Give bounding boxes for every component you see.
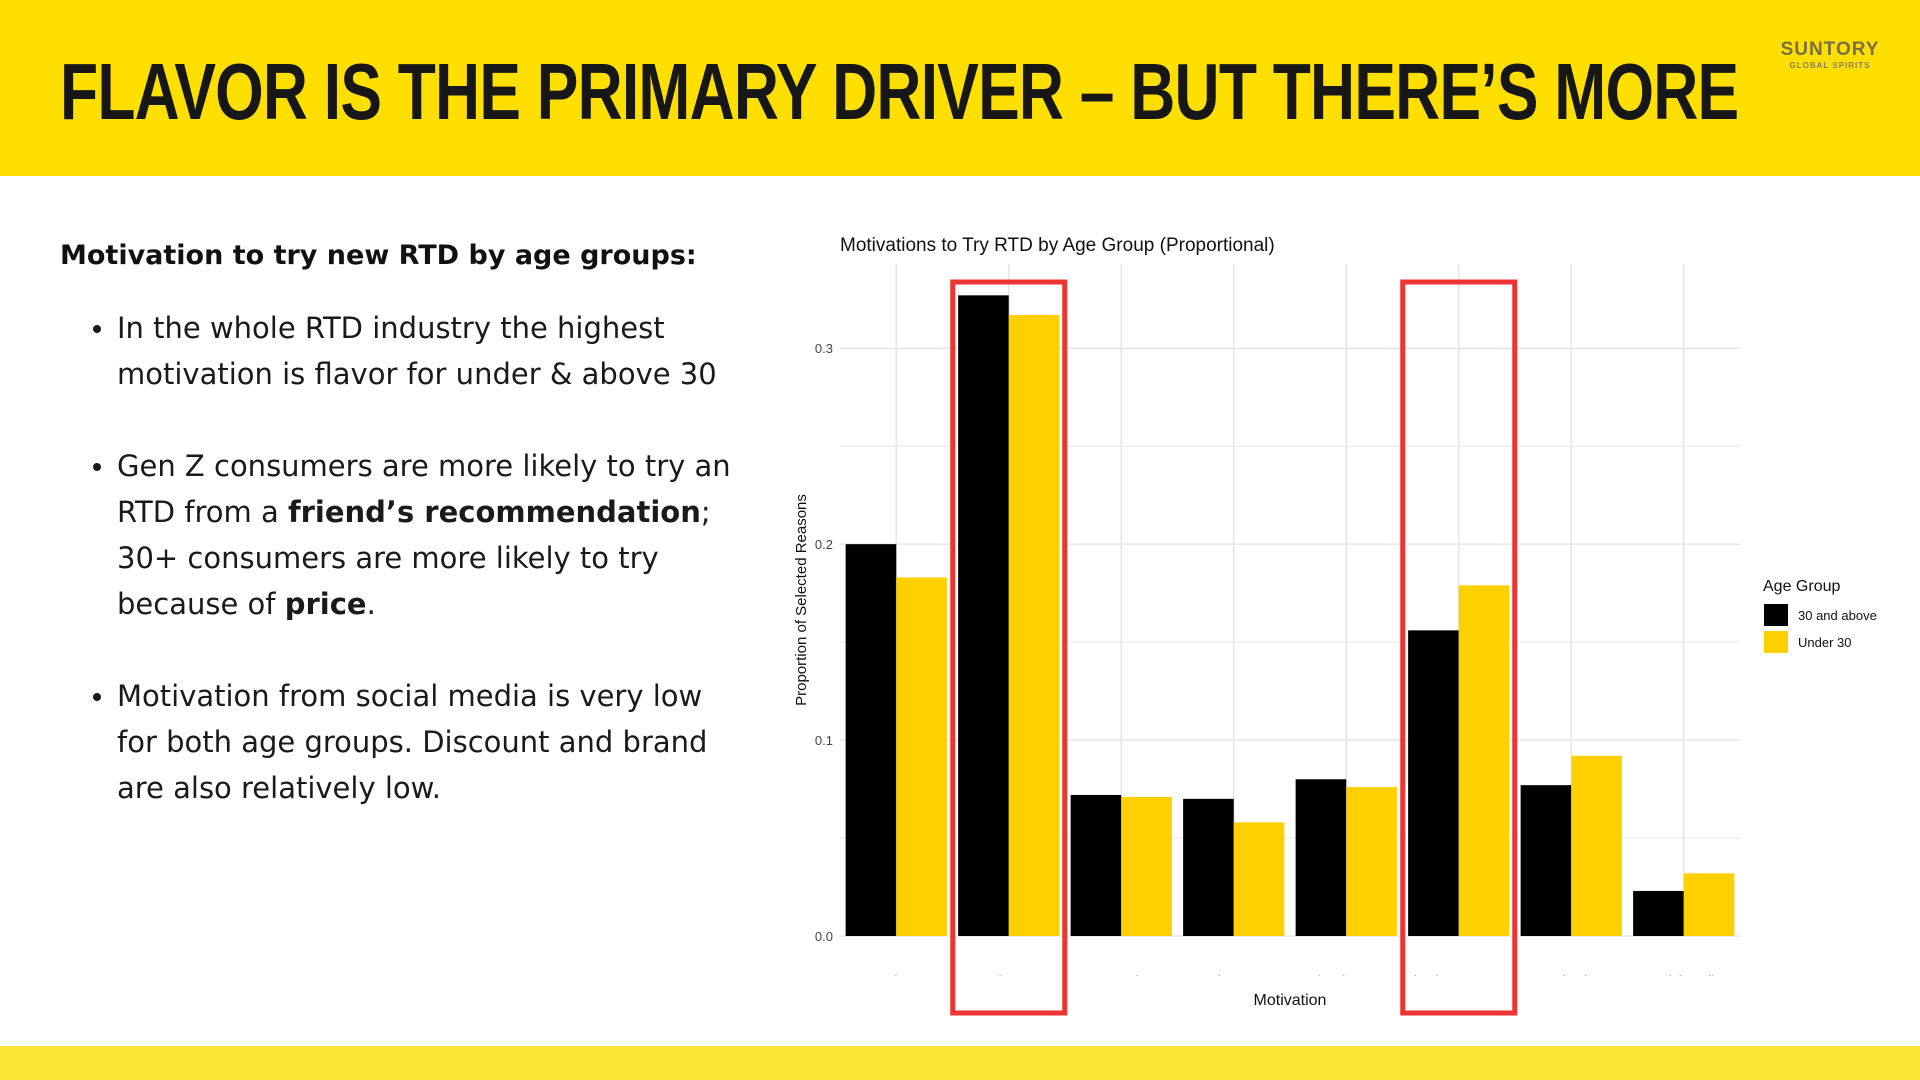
y-axis-title: Proportion of Selected Reasons [793, 494, 810, 706]
y-tick-label: 0.1 [815, 733, 833, 748]
bullet-text: ; 30+ consumers are more likely to try b… [117, 495, 711, 621]
bullet-genz: Gen Z consumers are more likely to try a… [60, 443, 740, 627]
bullet-list: In the whole RTD industry the highest mo… [60, 305, 740, 811]
bar-30-and-above [1295, 779, 1347, 936]
legend-label: Under 30 [1798, 635, 1851, 650]
bullet-text: Gen Z consumers are more likely to try a… [117, 449, 731, 529]
footer-band [0, 1046, 1920, 1080]
x-tick-label: Packaging [1541, 973, 1602, 988]
x-axis-title: Motivation [1254, 992, 1327, 1009]
legend-swatch-under-30 [1764, 631, 1788, 653]
bar-30-and-above [1408, 630, 1459, 936]
x-tick-label: Flavor [991, 973, 1028, 988]
legend-swatch-30-and-above [1764, 604, 1788, 626]
bar-under-30 [896, 577, 947, 936]
logo-wordmark: SUNTORY [1780, 39, 1880, 60]
bullet-flavor: In the whole RTD industry the highest mo… [60, 305, 740, 397]
y-tick-label: 0.3 [815, 341, 833, 356]
bullet-text: In the whole RTD industry the highest mo… [117, 311, 717, 391]
bar-30-and-above [958, 295, 1009, 936]
bar-under-30 [1458, 585, 1510, 936]
bullet-text: . [366, 587, 376, 621]
bar-under-30 [1233, 822, 1285, 936]
chart-title: Motivations to Try RTD by Age Group (Pro… [840, 235, 1275, 256]
bar-30-and-above [845, 544, 897, 936]
suntory-logo: SUNTORY GLOBAL SPIRITS [1760, 40, 1900, 70]
header-band [0, 0, 1920, 176]
highlight-box [1400, 279, 1518, 1016]
bullet-dot-icon [93, 463, 101, 471]
bullet-emphasis: friend’s recommendation [288, 495, 701, 529]
bar-under-30 [1346, 787, 1397, 936]
x-tick-label: Discount [1208, 973, 1259, 988]
bullet-emphasis: price [284, 587, 367, 621]
chart-area: Motivations to Try RTD by Age Group (Pro… [780, 220, 1920, 1020]
y-tick-label: 0.2 [815, 537, 833, 552]
bar-30-and-above [1183, 798, 1234, 936]
bullet-dot-icon [93, 325, 101, 333]
legend-title: Age Group [1763, 578, 1840, 595]
bullet-dot-icon [93, 693, 101, 701]
logo-tagline: GLOBAL SPIRITS [1789, 61, 1871, 70]
highlight-box [950, 279, 1068, 1016]
bar-under-30 [1571, 755, 1622, 936]
x-tick-label: Friend Recommend [1402, 973, 1516, 988]
x-tick-label: Price [881, 973, 911, 988]
bar-under-30 [1121, 796, 1172, 936]
bar-30-and-above [1633, 890, 1684, 936]
slide-title: FLAVOR IS THE PRIMARY DRIVER – BUT THERE… [60, 47, 1739, 136]
left-panel: Motivation to try new RTD by age groups:… [60, 240, 740, 857]
panel-heading: Motivation to try new RTD by age groups: [60, 240, 697, 271]
bar-30-and-above [1520, 785, 1572, 936]
x-tick-label: Social Media [1647, 973, 1722, 988]
bar-under-30 [1008, 314, 1060, 936]
bullet-social: Motivation from social media is very low… [60, 673, 740, 811]
y-tick-label: 0.0 [815, 929, 833, 944]
bar-under-30 [1683, 873, 1735, 936]
bar-30-and-above [1070, 794, 1122, 936]
x-tick-label: Brand [1104, 973, 1139, 988]
x-tick-label: Advertisement [1305, 973, 1388, 988]
bar-chart: Motivations to Try RTD by Age Group (Pro… [793, 235, 1877, 1016]
legend-label: 30 and above [1798, 608, 1877, 623]
bullet-text: Motivation from social media is very low… [117, 679, 708, 805]
